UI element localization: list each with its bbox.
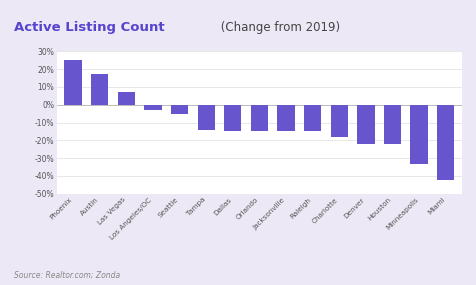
Bar (171, 105, 188, 114)
Text: Source: Realtor.com; Zonda: Source: Realtor.com; Zonda (14, 270, 120, 279)
Bar (91, 74, 109, 105)
Bar (118, 92, 135, 105)
Text: Active Listing Count: Active Listing Count (14, 21, 165, 34)
Bar (278, 105, 295, 131)
Bar (357, 105, 375, 144)
Bar (410, 105, 428, 164)
Bar (437, 105, 455, 180)
Bar (64, 60, 82, 105)
Bar (331, 105, 348, 137)
Bar (251, 105, 268, 131)
Text: (Change from 2019): (Change from 2019) (217, 21, 340, 34)
Bar (384, 105, 401, 144)
Bar (144, 105, 161, 110)
Bar (198, 105, 215, 130)
Bar (304, 105, 321, 131)
Bar (224, 105, 241, 131)
